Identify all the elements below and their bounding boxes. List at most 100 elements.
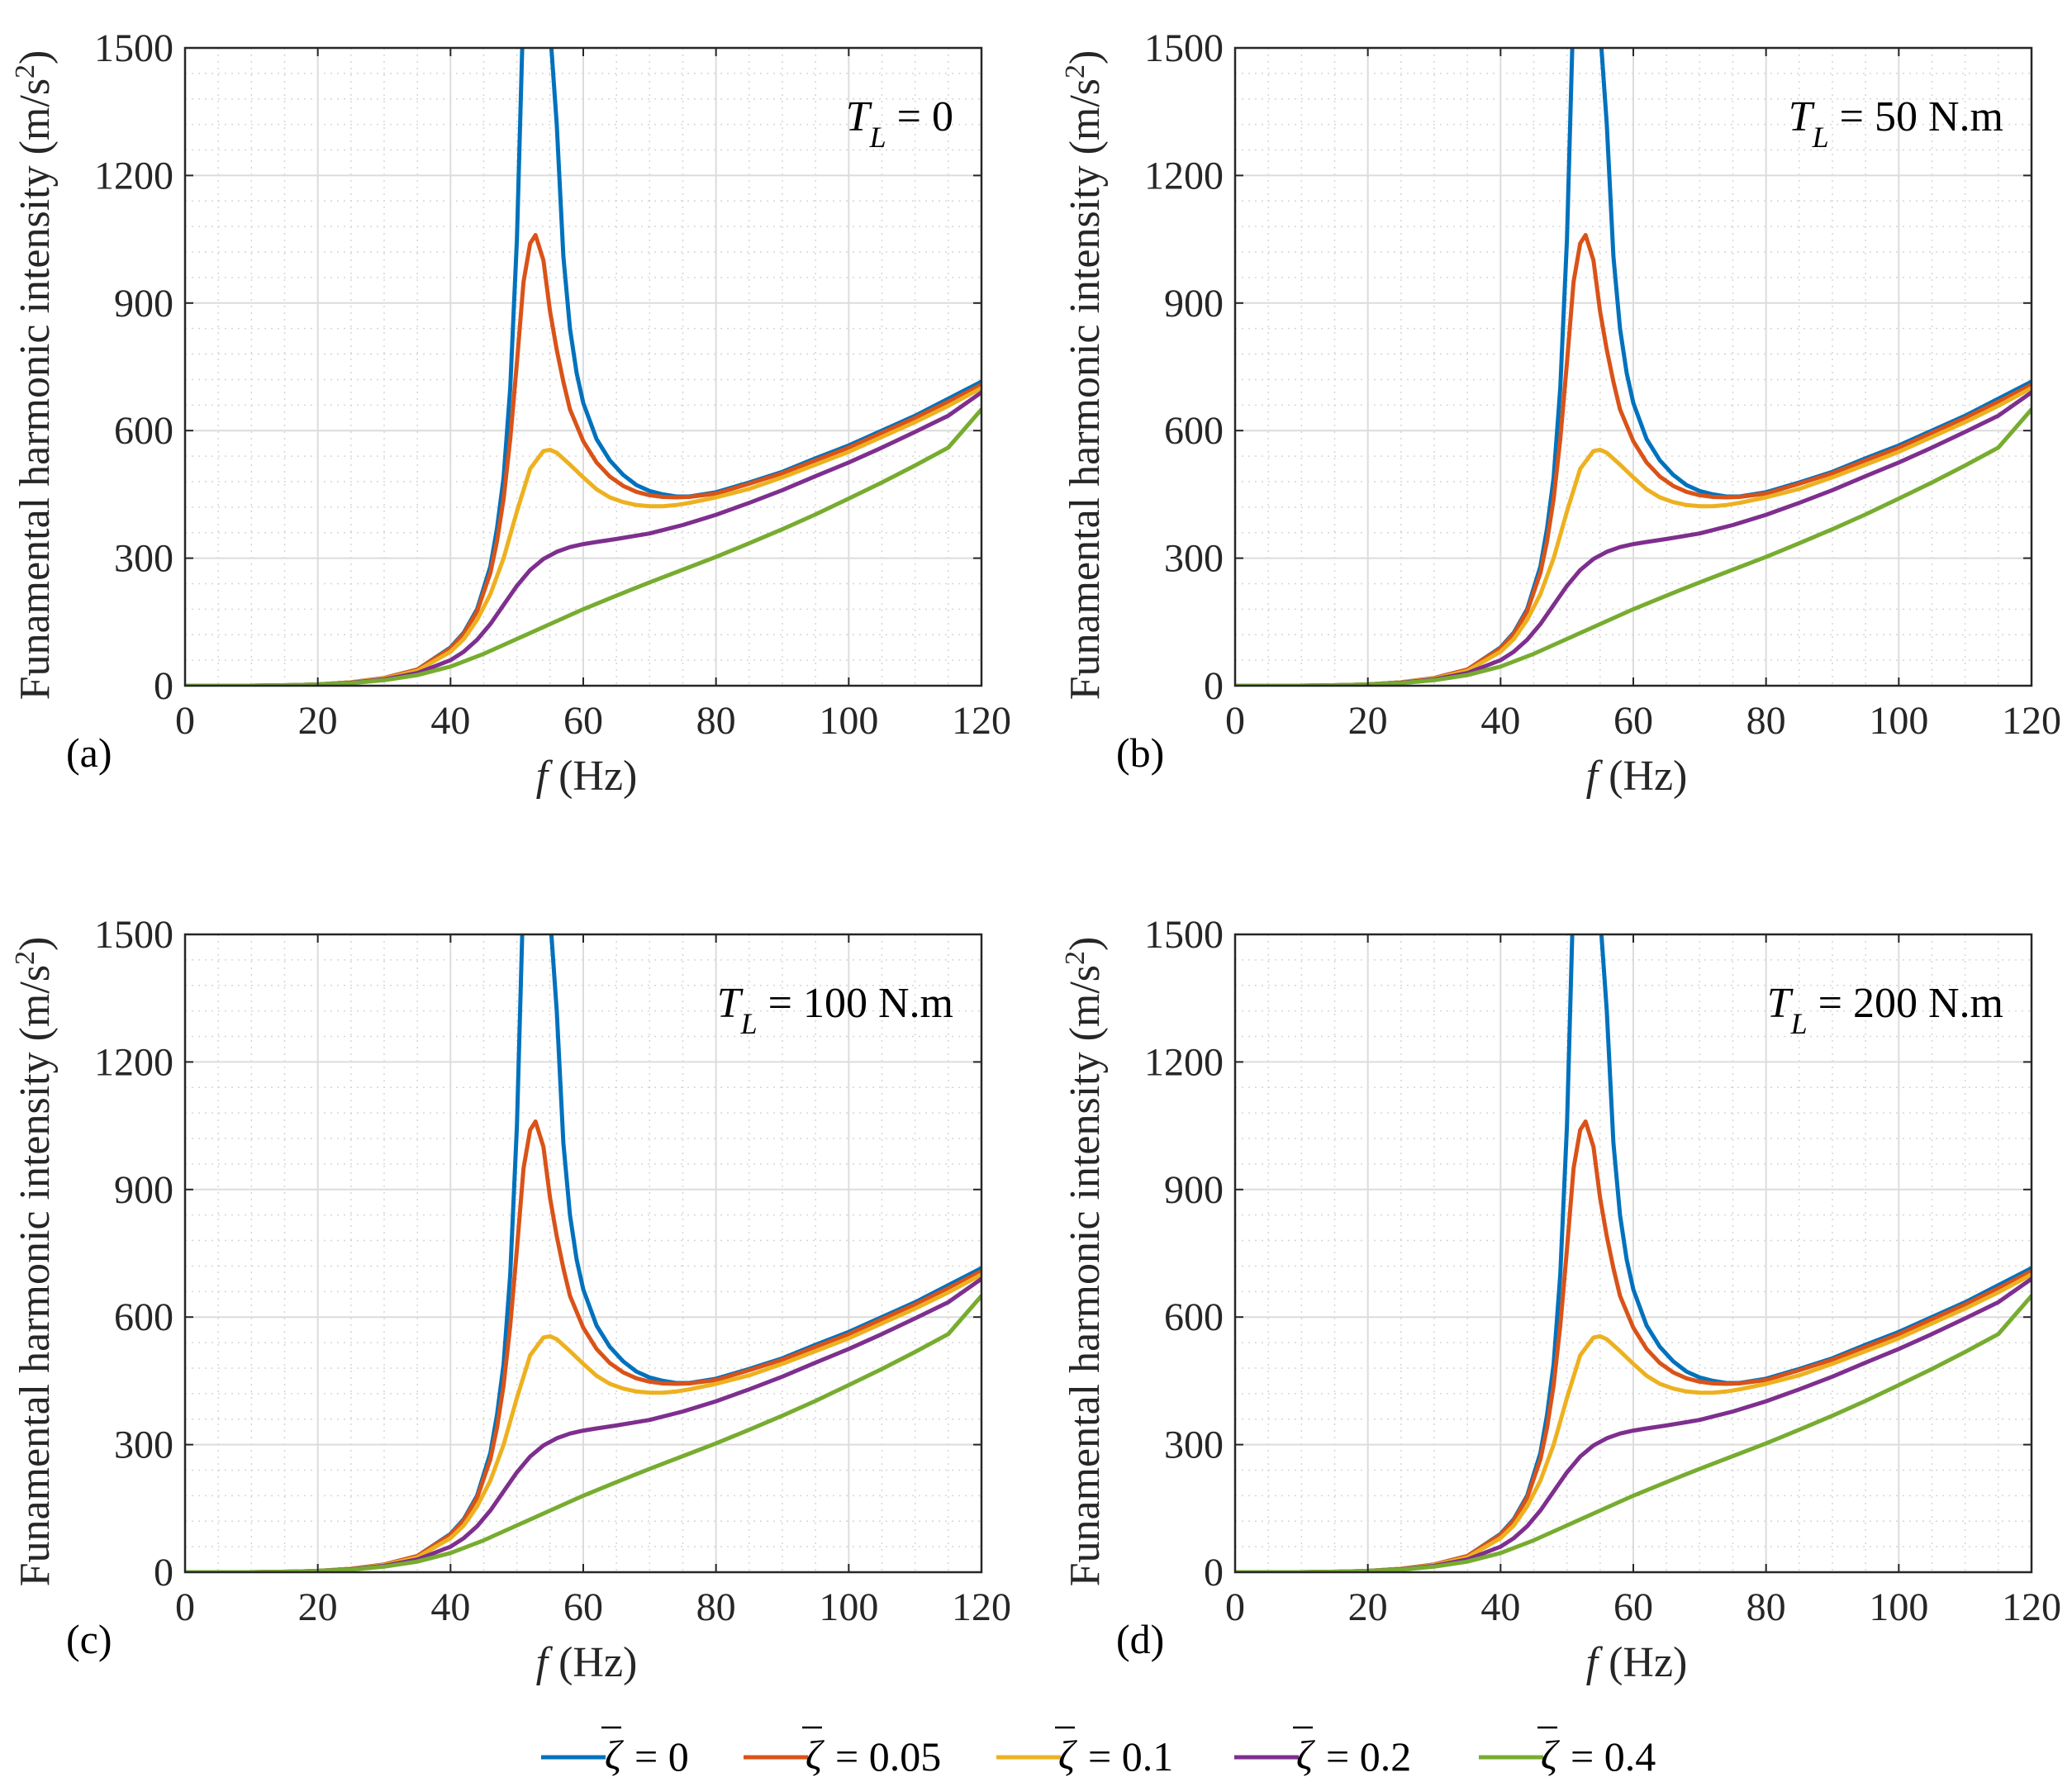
x-tick-label: 0 [175, 699, 195, 743]
x-tick-label: 80 [696, 699, 736, 743]
x-axis-label: f (Hz) [536, 1639, 638, 1686]
y-tick-label: 900 [114, 282, 173, 326]
x-tick-label: 20 [298, 699, 338, 743]
legend-label: = 0 [634, 1733, 689, 1780]
x-tick-label: 60 [1613, 699, 1653, 743]
x-tick-label: 0 [175, 1585, 195, 1629]
x-tick-label: 120 [952, 1585, 1011, 1629]
series-line-4 [185, 407, 981, 686]
y-tick-label: 1500 [1144, 26, 1224, 70]
x-tick-label: 0 [1225, 1585, 1245, 1629]
x-tick-label: 40 [1480, 699, 1520, 743]
major-grid [1234, 934, 2032, 1573]
series-line-0 [1235, 48, 1575, 686]
y-tick-label: 300 [1164, 537, 1224, 581]
x-axis-label: f (Hz) [1586, 1639, 1688, 1686]
y-tick-label: 0 [154, 1551, 173, 1595]
series-lines [185, 48, 981, 686]
load-torque-annotation: TL = 0 [846, 93, 953, 154]
x-tick-label: 20 [1348, 699, 1388, 743]
x-tick-label: 120 [952, 699, 1011, 743]
series-line-4 [1235, 407, 2032, 686]
y-tick-label: 300 [1164, 1423, 1224, 1467]
series-line-4 [185, 1294, 981, 1572]
legend-item-2: ζ = 0.1 [996, 1726, 1173, 1780]
panel-label: (c) [66, 1616, 112, 1662]
y-axis-label: Funamental harmonic intensity (m/s2) [1060, 50, 1110, 701]
panel-label: (a) [66, 730, 112, 776]
x-tick-label: 100 [819, 699, 878, 743]
legend-label: = 0.4 [1571, 1733, 1656, 1780]
x-axis-label: f (Hz) [536, 753, 638, 800]
y-tick-label: 600 [1164, 409, 1224, 453]
y-tick-label: 300 [114, 537, 173, 581]
legend-zeta-symbol: ζ [806, 1732, 825, 1778]
panel-label: (b) [1116, 730, 1164, 776]
major-grid [1234, 47, 2032, 687]
y-tick-label: 1200 [1144, 1040, 1224, 1084]
x-tick-label: 100 [819, 1585, 878, 1629]
axis-ticks [184, 934, 982, 1573]
x-tick-label: 20 [298, 1585, 338, 1629]
x-tick-label: 20 [1348, 1585, 1388, 1629]
series-line-0 [185, 48, 525, 686]
x-tick-label: 80 [1746, 699, 1786, 743]
y-tick-label: 1500 [1144, 913, 1224, 957]
y-tick-label: 0 [154, 664, 173, 708]
axis-ticks [1234, 47, 2032, 687]
legend-item-3: ζ = 0.2 [1234, 1726, 1411, 1780]
legend-zeta-symbol: ζ [1058, 1732, 1078, 1778]
y-tick-label: 600 [1164, 1295, 1224, 1339]
y-tick-label: 1200 [94, 154, 173, 197]
series-line-1 [185, 233, 981, 686]
axis-ticks [184, 47, 982, 687]
x-tick-label: 60 [563, 1585, 603, 1629]
load-torque-annotation: TL = 200 N.m [1767, 980, 2003, 1040]
y-tick-label: 600 [114, 1295, 173, 1339]
y-axis-label: Funamental harmonic intensity (m/s2) [10, 50, 59, 701]
major-grid [184, 47, 982, 687]
series-lines [185, 934, 981, 1572]
x-tick-label: 100 [1869, 1585, 1928, 1629]
series-line-0 [185, 934, 525, 1572]
y-tick-label: 900 [114, 1168, 173, 1212]
legend-item-0: ζ = 0 [541, 1726, 689, 1780]
axis-ticks [1234, 934, 2032, 1573]
x-axis-label: f (Hz) [1586, 753, 1688, 800]
x-tick-label: 80 [1746, 1585, 1786, 1629]
legend-item-1: ζ = 0.05 [744, 1726, 941, 1780]
legend-label: = 0.05 [835, 1733, 941, 1780]
y-tick-label: 0 [1204, 1551, 1224, 1595]
series-line-0 [1235, 934, 1575, 1572]
legend-zeta-symbol: ζ [1296, 1732, 1316, 1778]
legend-label: = 0.2 [1326, 1733, 1411, 1780]
y-tick-label: 1500 [94, 26, 173, 70]
x-tick-label: 100 [1869, 699, 1928, 743]
x-tick-label: 120 [2002, 1585, 2061, 1629]
y-tick-label: 900 [1164, 1168, 1224, 1212]
legend: ζ = 0 ζ = 0.05 ζ = 0.1 ζ = 0.2 ζ = 0.4 [541, 1726, 1656, 1780]
x-tick-label: 60 [1613, 1585, 1653, 1629]
y-tick-label: 1500 [94, 913, 173, 957]
series-line-4 [1235, 1294, 2032, 1572]
panel-label: (d) [1116, 1616, 1164, 1662]
x-tick-label: 40 [430, 1585, 470, 1629]
y-axis-label: Funamental harmonic intensity (m/s2) [1060, 937, 1110, 1587]
y-tick-label: 600 [114, 409, 173, 453]
series-line-1 [185, 1119, 981, 1572]
x-tick-label: 0 [1225, 699, 1245, 743]
legend-item-4: ζ = 0.4 [1479, 1726, 1656, 1780]
legend-zeta-symbol: ζ [605, 1732, 625, 1778]
series-line-1 [1235, 1119, 2032, 1572]
x-tick-label: 60 [563, 699, 603, 743]
series-lines [1235, 48, 2032, 686]
load-torque-annotation: TL = 50 N.m [1789, 93, 2003, 154]
x-tick-label: 80 [696, 1585, 736, 1629]
y-tick-label: 300 [114, 1423, 173, 1467]
load-torque-annotation: TL = 100 N.m [717, 980, 953, 1040]
